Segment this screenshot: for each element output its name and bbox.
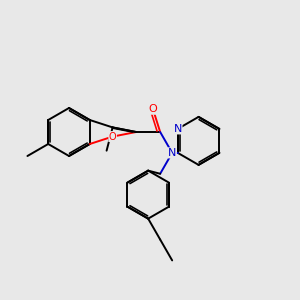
Text: N: N	[168, 148, 176, 158]
Text: N: N	[174, 124, 182, 134]
Text: O: O	[109, 132, 116, 142]
Text: O: O	[148, 104, 157, 114]
